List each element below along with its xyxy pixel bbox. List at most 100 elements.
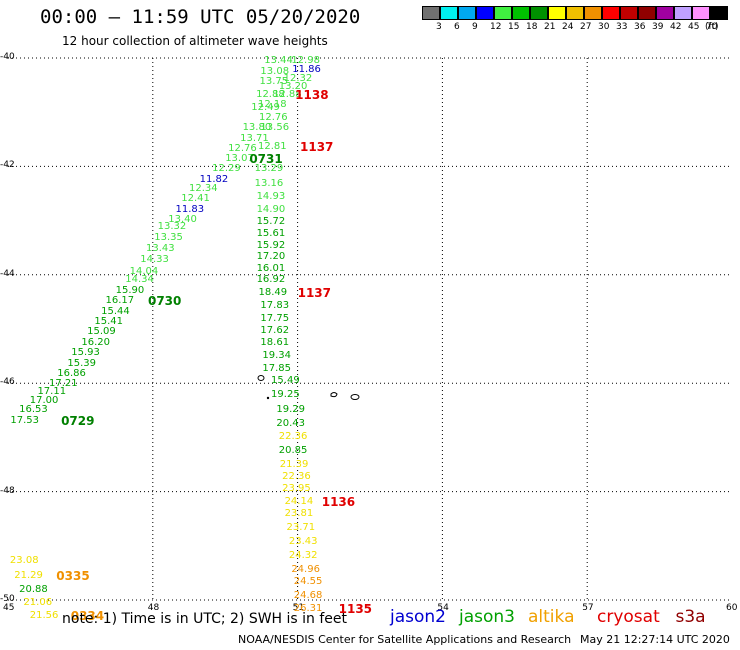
wave-height-value: 13.44 [264,54,293,66]
wave-height-value: 16.86 [57,367,86,379]
wave-height-value: 12.32 [283,72,313,84]
color-bin [638,6,656,20]
island-outline [350,394,360,400]
wave-height-value: 24.68 [293,589,323,601]
wave-height-value: 17.21 [49,378,78,390]
wave-height-value: 15.41 [94,315,124,327]
pass-time-label: 0335 [56,568,90,583]
wave-height-value: 26.31 [293,602,323,614]
wave-height-value: 13.43 [146,243,175,255]
wave-height-value: 12.41 [181,193,210,205]
color-bin-label: 30 [598,22,610,32]
color-bin-label: 24 [562,22,574,32]
color-unit-label: (ft) [705,22,719,32]
pass-time-label: 0334 [70,608,105,623]
pass-time-label: 0729 [61,414,95,429]
satellite-legend-altika: altika [528,607,575,627]
wave-height-value: 13.29 [254,163,284,175]
pass-time-label: 1136 [321,495,356,510]
wave-height-value: 15.49 [271,375,300,387]
color-bin [440,6,458,20]
color-bin [584,6,602,20]
wave-height-value: 21.56 [29,609,59,621]
wave-height-value: 13.56 [260,122,290,134]
color-bin-label: 33 [616,22,628,32]
wave-height-value: 13.07 [225,153,254,165]
wave-height-value: 15.93 [71,347,100,359]
pass-time-label: 1138 [295,87,329,102]
lat-tick-label: -42 [0,160,15,171]
wave-height-value: 17.83 [260,300,290,312]
credit-line: NOAA/NESDIS Center for Satellite Applica… [238,633,572,646]
wave-height-value: 21.06 [23,596,53,608]
color-bin-label: 3 [436,22,442,32]
wave-height-value: 17.00 [29,395,59,407]
wave-height-value: 15.09 [87,326,116,338]
wave-height-value: 23.95 [282,483,311,495]
wave-height-value: 12.76 [228,143,257,155]
generated-timestamp: May 21 12:27:14 UTC 2020 [580,633,730,646]
color-bin-label: 27 [580,22,592,32]
satellite-legend-jason2: jason2 [390,607,446,627]
wave-height-value: 13.80 [242,122,272,134]
wave-height-value: 14.34 [125,274,154,286]
wave-height-value: 13.08 [260,65,290,77]
color-bin [530,6,548,20]
color-bin-label: 36 [634,22,646,32]
pass-time-label: 0730 [147,294,182,309]
wave-height-value: 18.49 [258,286,288,298]
wave-height-value: 13.75 [259,75,289,87]
wave-height-value: 13.20 [278,80,308,92]
wave-height-value: 14.04 [129,265,159,277]
color-bin-label: 9 [472,22,478,32]
lon-tick-label: 54 [437,603,449,613]
lon-tick-label: 51 [292,603,305,613]
wave-height-value: 20.43 [276,417,305,429]
wave-height-value: 11.82 [199,173,229,185]
wave-height-value: 16.53 [19,404,48,416]
color-bin [494,6,512,20]
map-subtitle: 12 hour collection of altimeter wave hei… [62,34,328,48]
wave-height-value: 17.53 [10,415,40,427]
wave-height-value: 13.32 [157,221,187,233]
pass-time-label: 1137 [300,139,334,154]
color-bin [692,6,710,20]
lat-tick-label: -44 [0,268,15,279]
lat-tick-label: -50 [0,594,15,604]
wave-height-value: 15.39 [67,357,96,369]
wave-height-value: 24.14 [284,496,314,508]
color-bin [674,6,692,20]
wave-height-value: 12.88 [272,88,302,100]
wave-height-value: 15.92 [256,239,286,251]
color-bin [656,6,674,20]
wave-height-value: 16.01 [256,262,286,274]
wave-height-value: 17.75 [260,312,290,324]
lat-lon-grid [8,57,732,601]
wave-height-value: 15.72 [256,216,286,228]
wave-height-value: 13.71 [240,132,269,144]
wave-height-value: 17.20 [256,251,286,263]
lat-tick-label: -46 [0,377,15,388]
color-bin-label: 12 [490,22,502,32]
wave-height-value: 24.55 [293,576,323,588]
wave-height-value: 17.62 [260,324,290,336]
wave-height-value: 13.35 [154,231,183,243]
wave-height-value: 17.11 [37,385,67,397]
units-note: note: 1) Time is in UTC; 2) SWH is in fe… [62,611,348,627]
wave-height-value: 11.83 [175,203,205,215]
island-outline [257,375,265,381]
wave-height-value: 12.49 [251,102,280,114]
color-bin [476,6,494,20]
wave-height-value: 19.25 [271,389,300,401]
wave-height-value: 14.33 [140,253,169,265]
color-bin-label: 6 [454,22,460,32]
lon-tick-label: 48 [147,603,160,613]
wave-height-value: 12.18 [258,99,287,111]
color-bin [512,6,530,20]
lon-tick-label: 60 [726,603,738,613]
wave-height-value: 12.81 [258,140,287,152]
wave-height-value: 24.32 [288,549,318,561]
lat-tick-label: -40 [0,52,15,62]
wave-height-value: 13.16 [254,177,284,189]
